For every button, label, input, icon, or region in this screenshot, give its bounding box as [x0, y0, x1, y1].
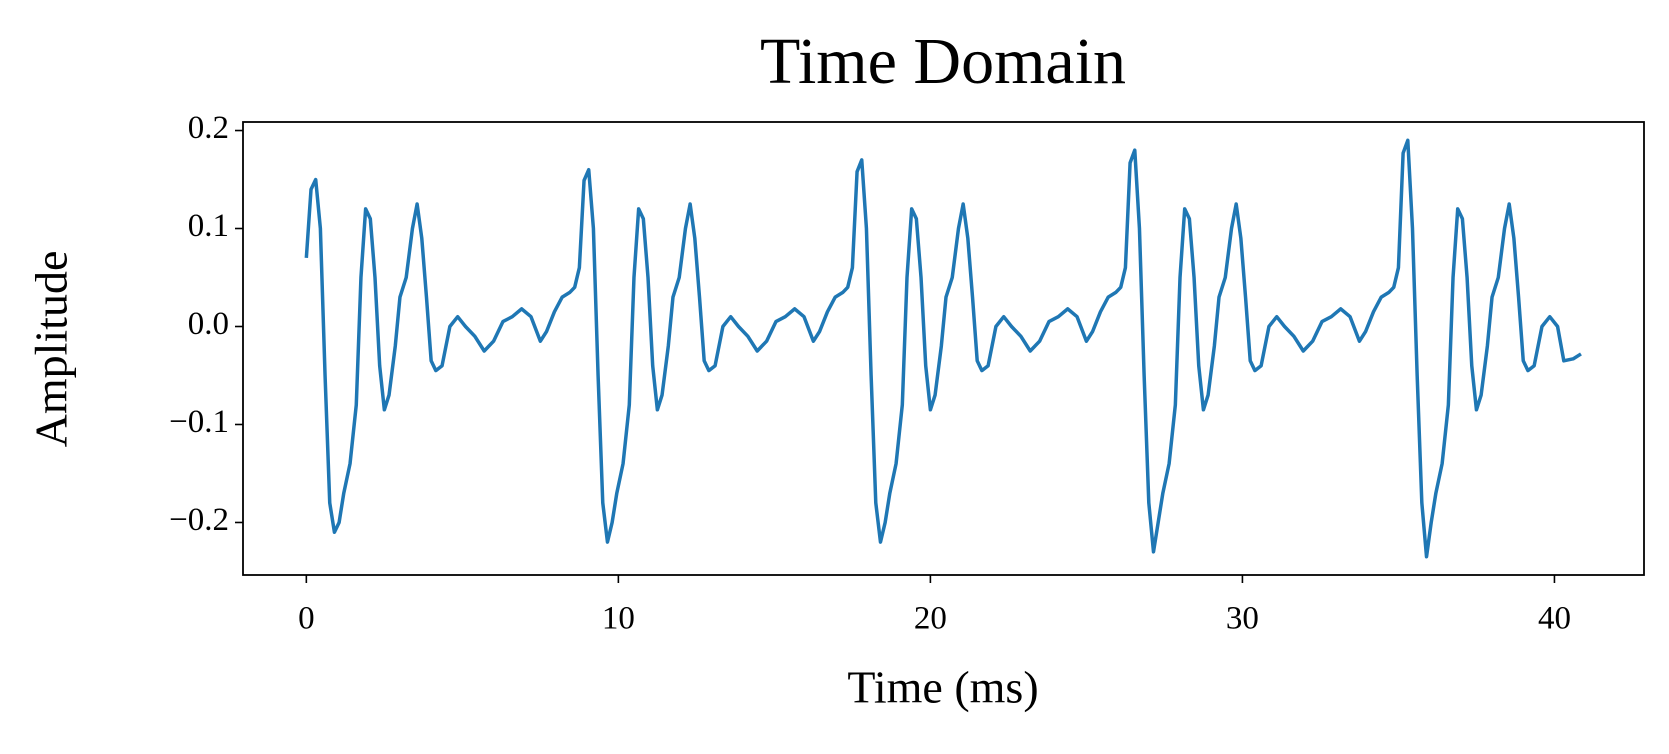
y-axis-label: Amplitude: [26, 251, 77, 448]
x-tick-label: 10: [602, 601, 635, 637]
y-tick-label: 0.0: [188, 306, 229, 342]
y-tick-label: −0.2: [169, 502, 229, 538]
line-series: [304, 138, 1582, 559]
x-tick-label: 20: [914, 601, 947, 637]
chart-title: Time Domain: [760, 25, 1126, 98]
x-tick-label: 40: [1538, 601, 1571, 637]
x-tick-label: 0: [298, 601, 315, 637]
plot-frame: [242, 121, 1645, 576]
x-axis-label: Time (ms): [847, 662, 1038, 713]
y-tick-label: 0.2: [188, 110, 229, 146]
y-tick-label: −0.1: [169, 404, 229, 440]
x-tick-label: 30: [1226, 601, 1259, 637]
y-tick-label: 0.1: [188, 208, 229, 244]
